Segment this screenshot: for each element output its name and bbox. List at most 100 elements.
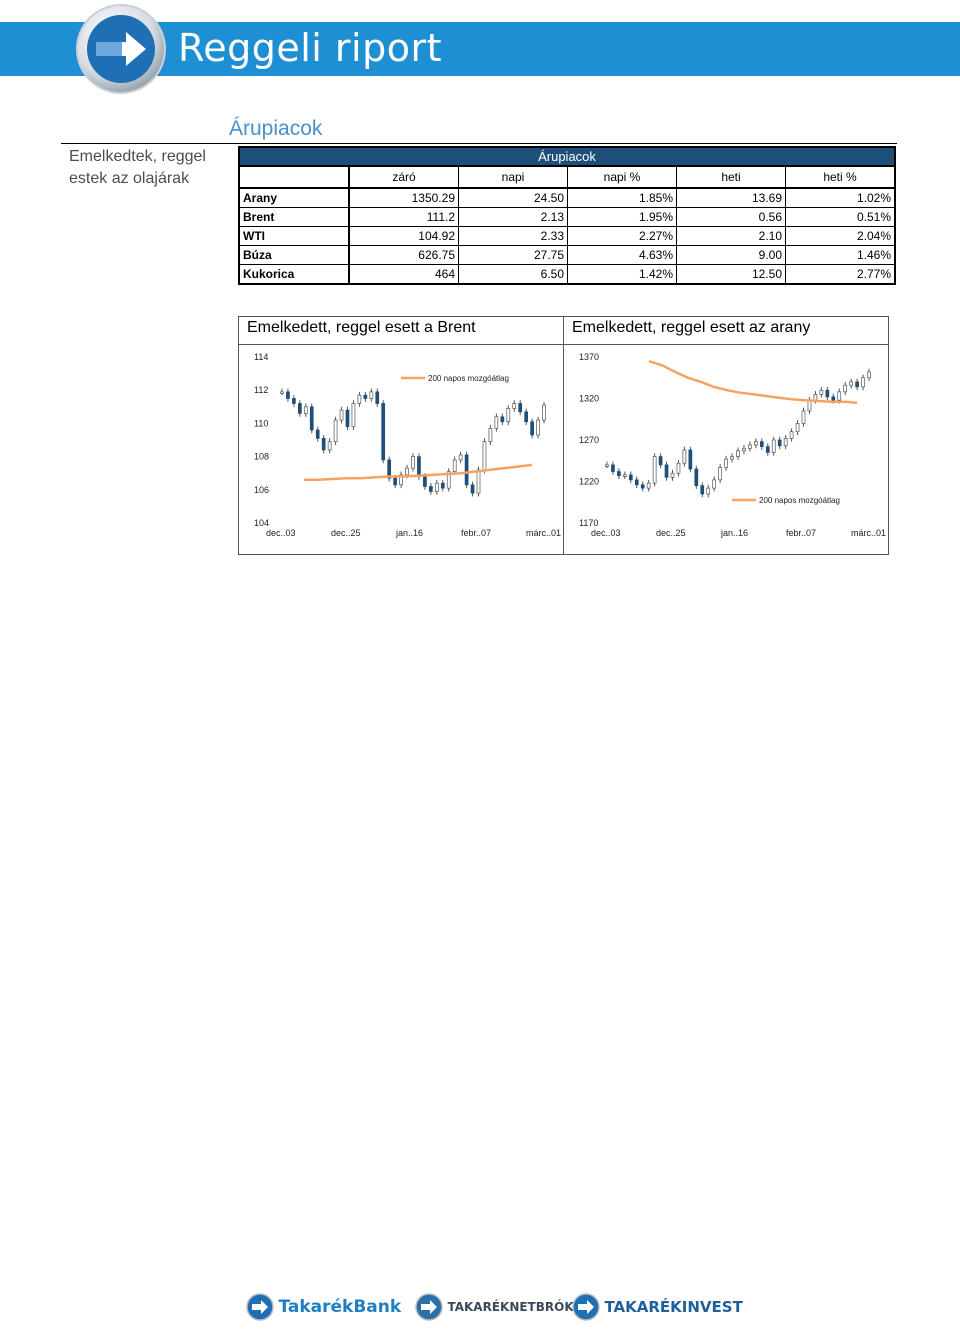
netbroker-logo-icon [415, 1293, 443, 1321]
x-tick-label: dec..03 [591, 528, 621, 538]
candle-body [777, 439, 782, 447]
reggeli-riport-logo-icon [76, 4, 166, 94]
y-tick-label: 1170 [579, 518, 598, 528]
candle-body [446, 471, 451, 489]
y-tick-label: 108 [254, 452, 269, 462]
candle-body [759, 441, 764, 447]
candle-body [542, 404, 546, 421]
candle-body [440, 482, 445, 489]
y-tick-label: 1370 [579, 352, 599, 362]
moving-average-line [648, 360, 858, 404]
takarekbank-logo-icon [246, 1293, 274, 1321]
x-tick-label: dec..25 [656, 528, 686, 538]
candle-body [464, 454, 469, 486]
candle-body [789, 431, 794, 439]
candle-body [476, 469, 481, 494]
table-cell: 9.00 [676, 245, 786, 265]
x-tick-label: dec..25 [331, 528, 361, 538]
table-cell: 2.27% [567, 226, 677, 246]
footer-logo-text: TAKARÉKINVEST [604, 1298, 743, 1316]
x-tick-label: febr..07 [786, 528, 816, 538]
y-tick-label: 1270 [579, 435, 599, 445]
candle-body [345, 409, 350, 428]
candle-body [646, 482, 651, 489]
candle-body [351, 403, 356, 428]
candle-body [530, 421, 534, 436]
candle-body [387, 459, 392, 479]
candle-body [634, 479, 639, 486]
section-divider [61, 143, 897, 144]
candle-body [712, 479, 717, 489]
candle-body [423, 476, 427, 487]
row-label: Arany [238, 187, 350, 208]
table-cell: 4.63% [567, 245, 677, 265]
footer-logo-text: TAKARÉKNETBRÓKER [447, 1300, 592, 1314]
candle-body [855, 381, 859, 388]
candle-body [819, 389, 824, 395]
y-tick-label: 110 [254, 418, 268, 428]
row-label: WTI [238, 226, 350, 246]
market-table: Árupiacok záró napi napi % heti heti % A… [238, 146, 896, 285]
candle-body [536, 419, 540, 436]
candle-body [327, 441, 332, 451]
candle-body [333, 419, 338, 443]
candle-body [405, 467, 409, 476]
footer-logo-text: TakarékBank [278, 1297, 402, 1317]
candle-body [286, 391, 290, 399]
x-tick-label: jan..16 [720, 528, 748, 538]
candle-body [297, 403, 302, 414]
table-row: WTI 104.92 2.33 2.27% 2.10 2.04% [238, 226, 896, 246]
candle-body [801, 410, 806, 424]
candle-body [742, 447, 746, 452]
table-header: záró [348, 165, 459, 189]
table-cell: 1.85% [567, 187, 677, 208]
y-tick-label: 106 [254, 485, 269, 495]
candle-body [628, 474, 633, 481]
candle-body [652, 456, 657, 484]
candle-body [399, 474, 403, 486]
y-tick-label: 1320 [579, 394, 599, 404]
table-cell: 6.50 [458, 264, 568, 285]
candle-body [506, 408, 511, 423]
candle-body [303, 406, 308, 414]
candle-body [458, 454, 463, 461]
candle-body [670, 472, 675, 478]
candle-body [292, 398, 296, 404]
candle-body [664, 464, 669, 478]
candle-body [736, 450, 740, 457]
footer-logo-netbroker: TAKARÉKNETBRÓKER [415, 1293, 591, 1325]
table-caption-row: Árupiacok [238, 146, 896, 167]
candle-body [611, 464, 615, 472]
table-header-empty [238, 165, 350, 189]
candle-body [363, 394, 368, 399]
candle-body [482, 441, 487, 471]
table-header: napi [458, 165, 568, 189]
candle-body [825, 389, 830, 398]
table-cell: 2.04% [785, 226, 896, 246]
candle-body [500, 416, 505, 423]
table-cell: 24.50 [458, 187, 568, 208]
candle-body [512, 403, 517, 409]
candle-body [867, 371, 871, 379]
table-cell: 111.2 [348, 207, 459, 227]
candle-body [357, 394, 362, 404]
sidebar-headline: Emelkedtek, reggel estek az olajárak [69, 148, 206, 187]
candle-body [718, 467, 722, 481]
table-cell: 1.02% [785, 187, 896, 208]
candle-body [849, 381, 854, 386]
candle-body [765, 446, 770, 453]
gold-chart: Emelkedett, reggel esett az arany 1370 13… [563, 316, 889, 555]
x-tick-label: dec..03 [266, 528, 296, 538]
y-tick-label: 1220 [579, 477, 599, 487]
candle-body [393, 477, 397, 486]
table-cell: 2.33 [458, 226, 568, 246]
candle-body [369, 391, 374, 399]
table-cell: 13.69 [676, 187, 786, 208]
candle-body [724, 458, 728, 468]
chart-title-divider [239, 344, 563, 345]
chart-title: Emelkedett, reggel esett az arany [572, 319, 811, 336]
candle-body [688, 449, 693, 470]
candle-body [694, 468, 699, 487]
